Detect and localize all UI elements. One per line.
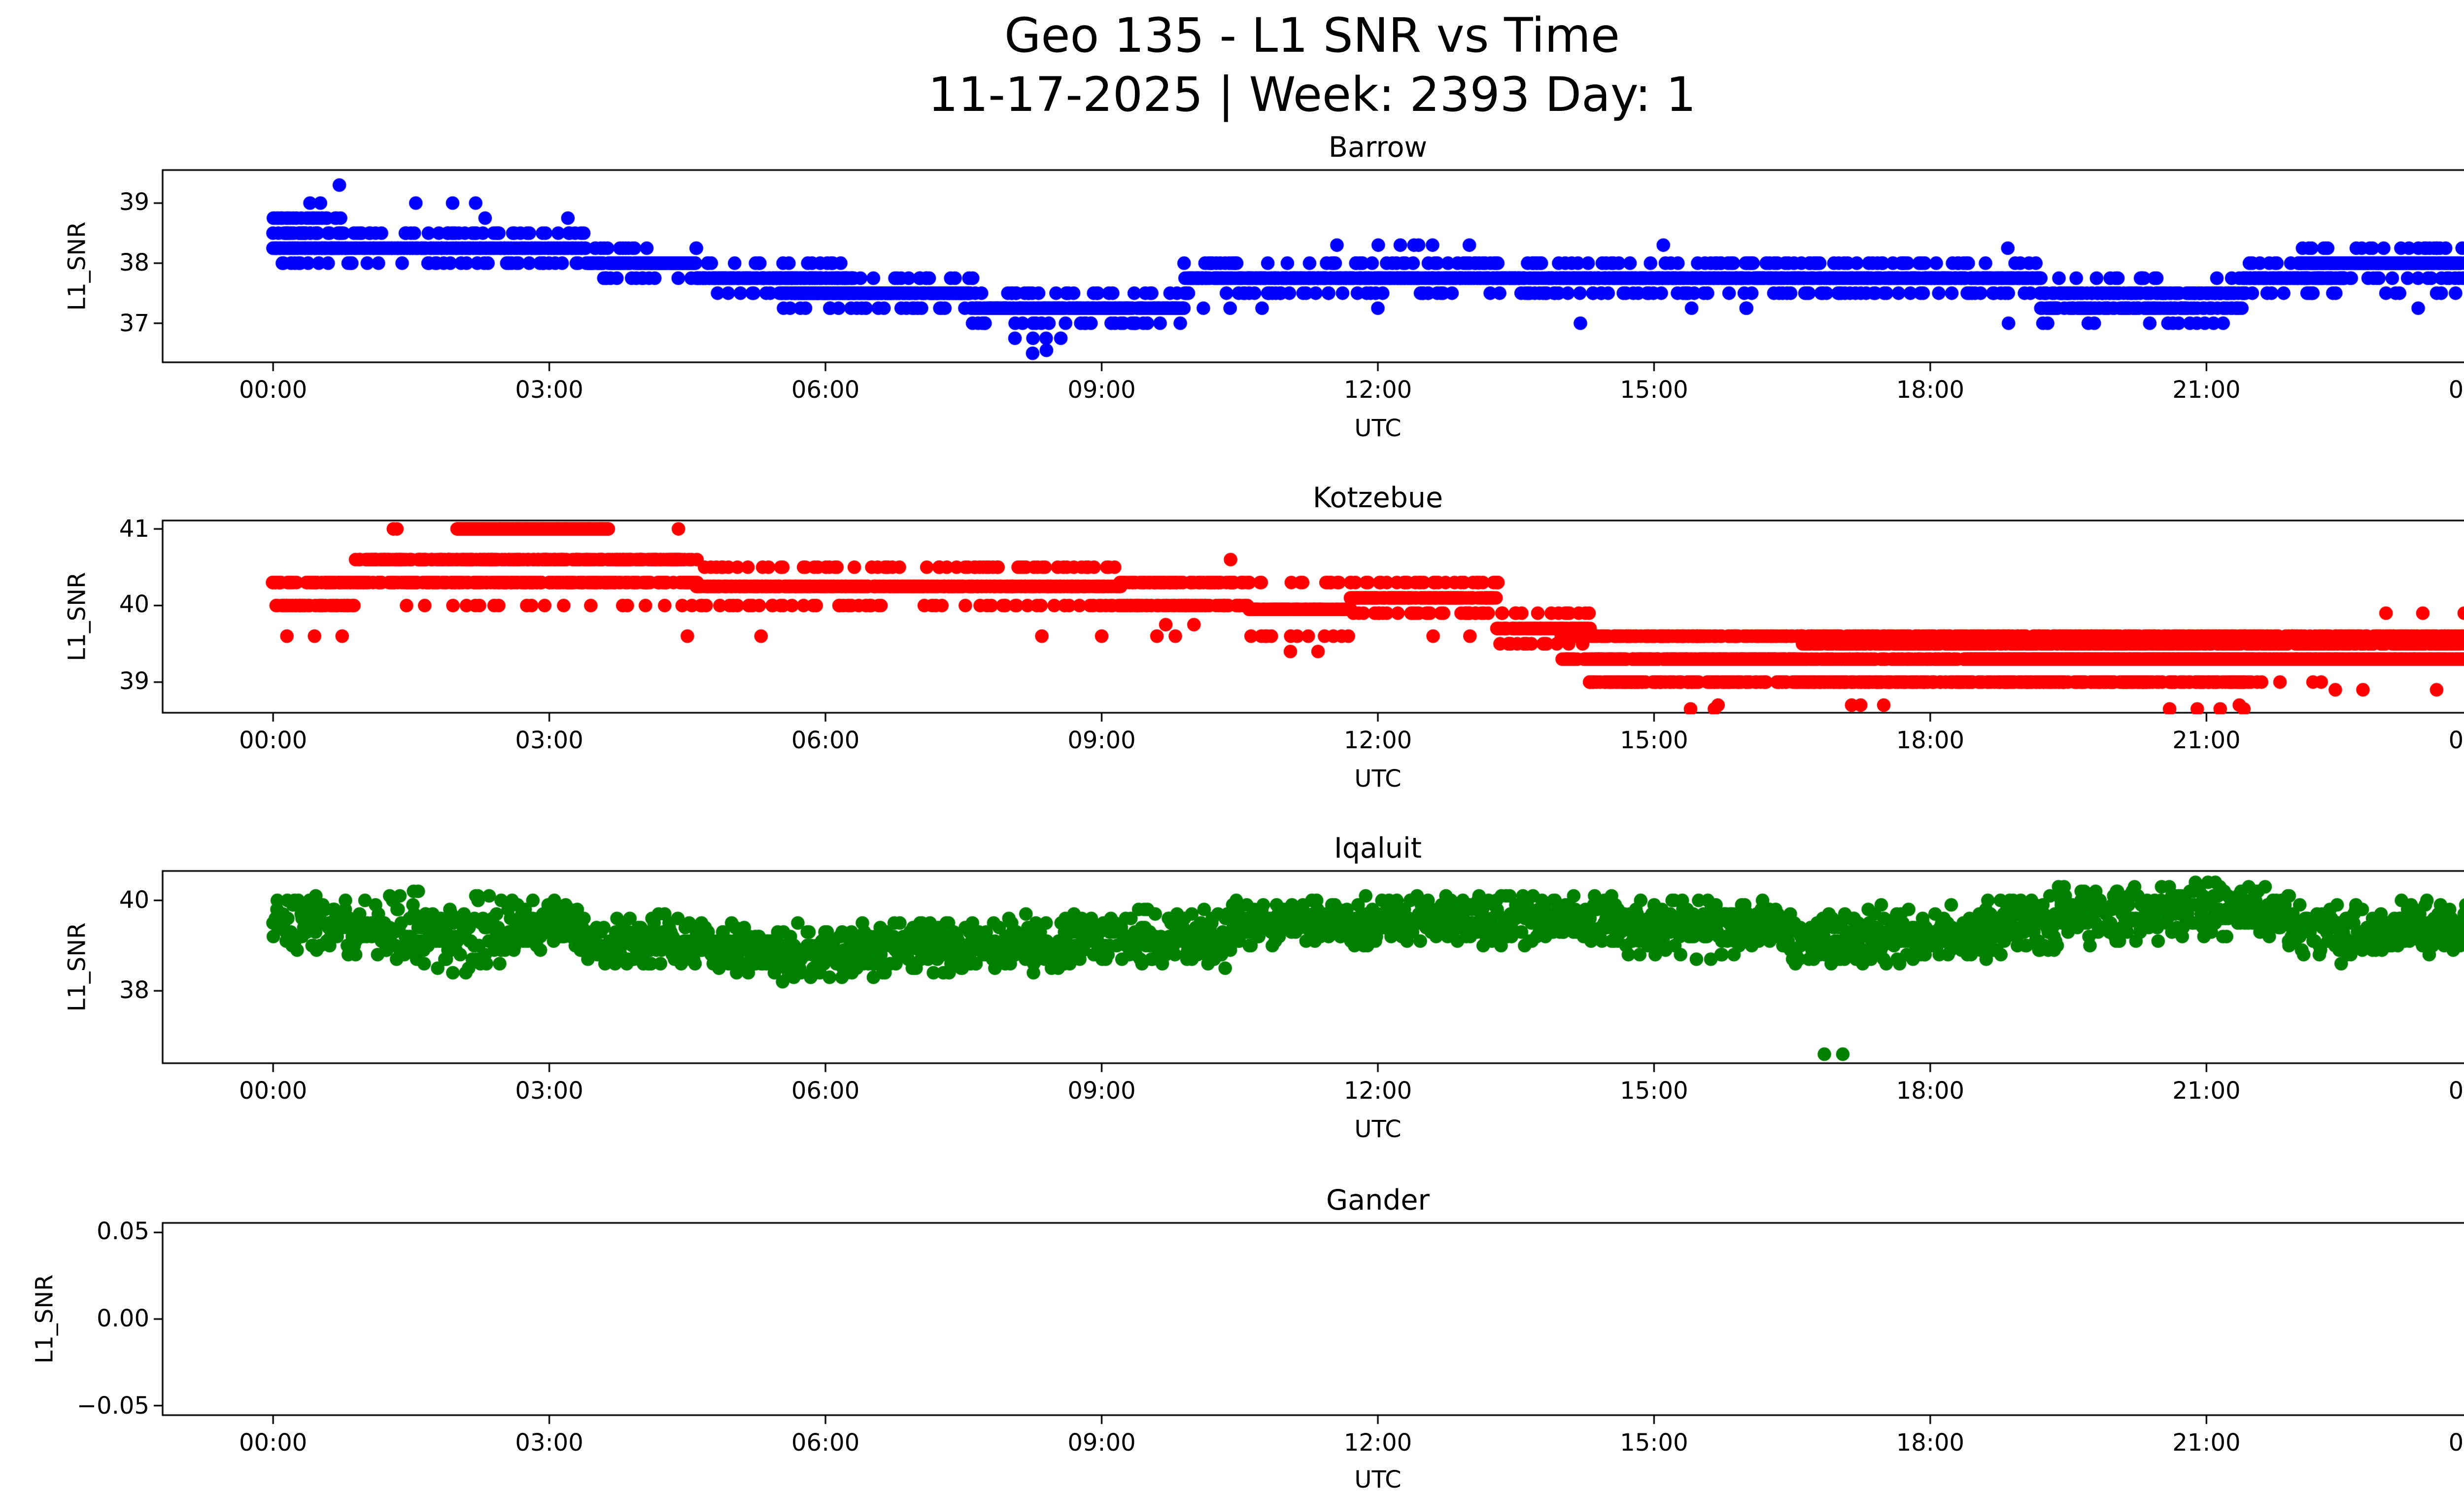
y-axis-label-barrow: L1_SNR — [63, 221, 91, 311]
subplot-title-iqaluit: Iqaluit — [1334, 833, 1422, 865]
x-axis-label-iqaluit: UTC — [1354, 1115, 1402, 1143]
subplot-title-barrow: Barrow — [1328, 132, 1428, 164]
x-axis-label-kotzebue: UTC — [1354, 765, 1402, 793]
y-axis-label-kotzebue: L1_SNR — [63, 572, 91, 661]
y-axis-label-iqaluit: L1_SNR — [63, 922, 91, 1012]
subplot-title-gander: Gander — [1326, 1184, 1430, 1217]
subplot-title-kotzebue: Kotzebue — [1312, 482, 1443, 515]
x-axis-label-gander: UTC — [1354, 1465, 1402, 1494]
figure-title-line2: 11-17-2025 | Week: 2393 Day: 1 — [928, 67, 1696, 123]
y-axis-label-gander: L1_SNR — [30, 1274, 59, 1364]
x-axis-label-barrow: UTC — [1354, 414, 1402, 442]
figure-title-line1: Geo 135 - L1 SNR vs Time — [1004, 7, 1620, 64]
